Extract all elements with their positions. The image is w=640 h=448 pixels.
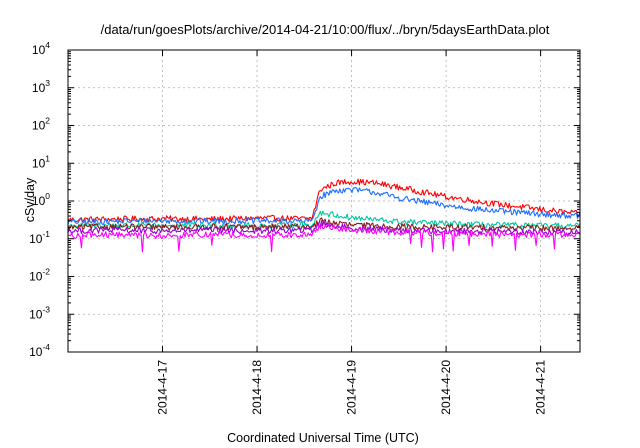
x-axis-label: Coordinated Universal Time (UTC) [227,431,419,445]
x-tick-label: 2014-4-17 [156,360,170,415]
series-line-6 [67,223,581,253]
y-tick-label: 101 [32,153,50,170]
series-layer [67,178,581,253]
x-tick-label: 2014-4-20 [439,360,453,415]
x-tick-label: 2014-4-18 [250,360,264,415]
y-tick-label: 102 [32,116,50,133]
x-tick-label: 2014-4-19 [345,360,359,415]
y-tick-label: 100 [32,191,50,208]
y-tick-label: 10-1 [29,229,50,246]
grid-layer [68,50,580,352]
y-tick-label: 104 [32,40,50,57]
x-tick-label: 2014-4-21 [534,360,548,415]
y-axis-label: cSv/day [23,177,37,222]
chart-title: /data/run/goesPlots/archive/2014-04-21/1… [101,22,550,37]
plot-frame [67,49,581,353]
y-tick-label: 103 [32,78,50,95]
y-tick-label: 10-2 [29,267,50,284]
y-tick-label: 10-4 [29,342,50,359]
series-line-2 [67,186,581,225]
series-line-5 [67,220,581,236]
y-tick-label: 10-3 [29,304,50,321]
series-line-1 [67,178,581,223]
